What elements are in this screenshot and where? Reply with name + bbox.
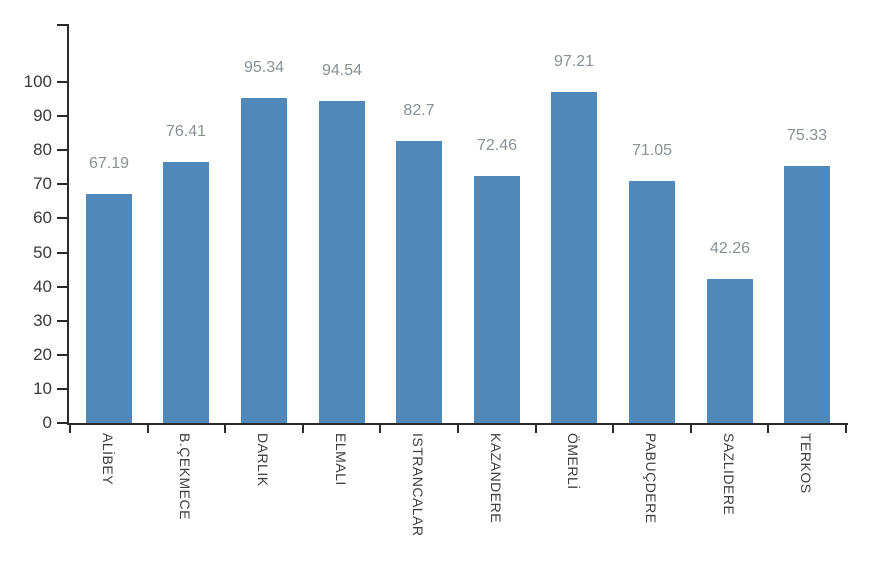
bar-ali̇bey[interactable] (86, 194, 132, 423)
y-axis-endcap-tick (57, 24, 67, 26)
x-axis-tick (689, 423, 692, 433)
y-axis-tick-label: 30 (33, 310, 52, 330)
x-axis-category-label: KAZANDERE (488, 433, 504, 524)
x-axis-tick (224, 423, 227, 433)
bar-value-label: 75.33 (786, 127, 828, 144)
x-axis-tick (612, 423, 615, 433)
x-axis-tick (379, 423, 382, 433)
x-axis-category-label: PABUÇDERE (643, 433, 659, 524)
bar-elmali[interactable] (319, 101, 365, 423)
y-axis-tick-label: 10 (33, 378, 52, 398)
y-axis-tick-label: 80 (33, 140, 52, 160)
x-axis-tick (845, 423, 847, 433)
y-axis-tick (57, 353, 67, 356)
x-axis-tick (767, 423, 770, 433)
y-axis-tick (57, 251, 67, 254)
y-axis-tick-label: 70 (33, 174, 52, 194)
y-axis-tick (57, 285, 67, 288)
x-axis-category-label: ÖMERLİ (565, 433, 581, 490)
y-axis-tick-label: 50 (33, 242, 52, 262)
y-axis-tick (57, 387, 67, 390)
x-axis-category-label: SAZLIDERE (721, 433, 737, 516)
bar-value-label: 82.7 (403, 102, 435, 119)
bar-value-label: 42.26 (709, 240, 751, 257)
bar-ömerli̇[interactable] (551, 92, 597, 423)
y-axis-tick-label: 20 (33, 344, 52, 364)
y-axis-tick (57, 81, 67, 83)
y-axis-tick-label: 0 (42, 413, 52, 432)
x-axis-tick (457, 423, 459, 433)
x-axis-category-label: DARLIK (255, 433, 271, 487)
bar-value-label: 94.54 (321, 62, 363, 79)
x-axis-category-label: TERKOS (798, 433, 814, 494)
x-axis-category-label: B.ÇEKMECE (177, 433, 193, 520)
y-axis-tick (57, 422, 67, 424)
bar-value-label: 72.46 (476, 137, 518, 154)
x-axis-tick (146, 423, 149, 433)
bar-value-label: 71.05 (631, 142, 673, 159)
bar-value-label: 97.21 (553, 53, 595, 70)
y-axis-tick (57, 149, 67, 152)
y-axis-tick-label: 40 (33, 276, 52, 296)
y-axis-tick (57, 183, 67, 186)
bar-darlik[interactable] (241, 98, 287, 423)
bar-value-label: 76.41 (165, 123, 207, 140)
bar-value-label: 67.19 (88, 155, 130, 172)
x-axis-category-label: ELMALI (333, 433, 349, 486)
bar-value-label: 95.34 (243, 59, 285, 76)
bar-b.çekmece[interactable] (163, 162, 209, 423)
x-axis-category-label: ALİBEY (100, 433, 116, 486)
bar-kazandere[interactable] (474, 176, 520, 423)
y-axis-tick (57, 319, 67, 322)
y-axis-tick (57, 115, 67, 118)
y-axis-tick (57, 217, 67, 220)
y-axis-tick-label: 90 (33, 106, 52, 126)
y-axis-tick-label: 60 (33, 208, 52, 228)
x-axis-tick (301, 423, 304, 433)
bar-pabuçdere[interactable] (629, 181, 675, 423)
y-axis-tick-label: 100 (23, 72, 52, 91)
bar-sazlidere[interactable] (707, 279, 753, 423)
y-axis-line (67, 24, 69, 425)
bar-terkos[interactable] (784, 166, 830, 423)
bar-istrancalar[interactable] (396, 141, 442, 423)
x-axis-tick (69, 423, 71, 433)
x-axis-category-label: ISTRANCALAR (410, 433, 426, 537)
x-axis-tick (534, 423, 537, 433)
